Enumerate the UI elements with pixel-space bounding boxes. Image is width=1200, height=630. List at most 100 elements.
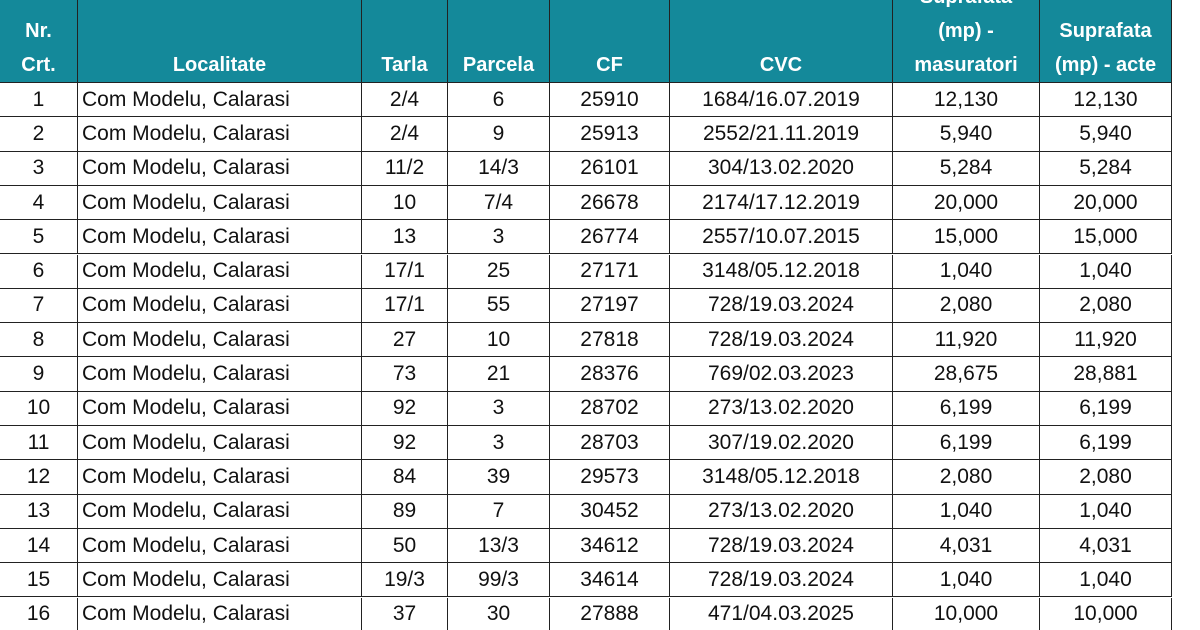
table-cell: 15 bbox=[0, 563, 78, 598]
table-cell: 3148/05.12.2018 bbox=[670, 254, 893, 289]
table-cell: 273/13.02.2020 bbox=[670, 494, 893, 529]
table-cell: Com Modelu, Calarasi bbox=[78, 220, 362, 255]
table-cell: 11,920 bbox=[1040, 323, 1172, 358]
table-cell: Com Modelu, Calarasi bbox=[78, 391, 362, 426]
table-cell: 20,000 bbox=[893, 185, 1040, 221]
table-cell: 30 bbox=[448, 597, 550, 630]
table-cell: 4 bbox=[0, 185, 78, 221]
table-cell: 7/4 bbox=[448, 185, 550, 221]
table-cell: 10 bbox=[448, 323, 550, 358]
table-cell: 17/1 bbox=[362, 288, 448, 324]
table-cell: 13/3 bbox=[448, 528, 550, 564]
table-cell: 30452 bbox=[550, 494, 670, 529]
table-cell: Com Modelu, Calarasi bbox=[78, 185, 362, 221]
column-header: Nr. Crt. bbox=[0, 0, 78, 83]
table-cell: 27171 bbox=[550, 254, 670, 289]
table-cell: 14/3 bbox=[448, 151, 550, 186]
table-cell: 728/19.03.2024 bbox=[670, 563, 893, 598]
table-cell: 6 bbox=[0, 254, 78, 289]
table-cell: 10 bbox=[0, 391, 78, 426]
table-cell: 5,940 bbox=[1040, 117, 1172, 152]
table-cell: 1,040 bbox=[1040, 254, 1172, 289]
table-cell: 20,000 bbox=[1040, 185, 1172, 221]
table-cell: Com Modelu, Calarasi bbox=[78, 83, 362, 118]
table-cell: Com Modelu, Calarasi bbox=[78, 597, 362, 630]
table-cell: 5,940 bbox=[893, 117, 1040, 152]
table-cell: 10,000 bbox=[1040, 597, 1172, 630]
table-cell: 50 bbox=[362, 528, 448, 564]
table-cell: 89 bbox=[362, 494, 448, 529]
table-cell: 728/19.03.2024 bbox=[670, 288, 893, 324]
table-cell: 3 bbox=[448, 426, 550, 461]
table-cell: 92 bbox=[362, 391, 448, 426]
table-cell: 28702 bbox=[550, 391, 670, 426]
table-cell: 15,000 bbox=[1040, 220, 1172, 255]
table-cell: 6,199 bbox=[893, 391, 1040, 426]
column-header: Suprafata (mp) - acte bbox=[1040, 0, 1172, 83]
table-cell: 9 bbox=[448, 117, 550, 152]
table-cell: 55 bbox=[448, 288, 550, 324]
table-cell: 11,920 bbox=[893, 323, 1040, 358]
table-cell: 7 bbox=[448, 494, 550, 529]
table-cell: 471/04.03.2025 bbox=[670, 597, 893, 630]
table-cell: Com Modelu, Calarasi bbox=[78, 254, 362, 289]
table-cell: 2/4 bbox=[362, 83, 448, 118]
table-cell: 2174/17.12.2019 bbox=[670, 185, 893, 221]
table-cell: 27197 bbox=[550, 288, 670, 324]
table-cell: 84 bbox=[362, 460, 448, 495]
table-cell: 13 bbox=[0, 494, 78, 529]
table-cell: 2,080 bbox=[893, 460, 1040, 495]
table-cell: 17/1 bbox=[362, 254, 448, 289]
table-cell: 10,000 bbox=[893, 597, 1040, 630]
table-cell: 3 bbox=[448, 391, 550, 426]
table-cell: Com Modelu, Calarasi bbox=[78, 288, 362, 324]
table-cell: 21 bbox=[448, 357, 550, 392]
table-cell: 13 bbox=[362, 220, 448, 255]
table-cell: 25910 bbox=[550, 83, 670, 118]
table-cell: 37 bbox=[362, 597, 448, 630]
table-cell: 14 bbox=[0, 528, 78, 564]
table-cell: 2/4 bbox=[362, 117, 448, 152]
table-cell: 39 bbox=[448, 460, 550, 495]
table-cell: 273/13.02.2020 bbox=[670, 391, 893, 426]
table-cell: Com Modelu, Calarasi bbox=[78, 151, 362, 186]
table-cell: 27888 bbox=[550, 597, 670, 630]
column-header: Localitate bbox=[78, 0, 362, 83]
table-cell: 7 bbox=[0, 288, 78, 324]
table-cell: Com Modelu, Calarasi bbox=[78, 494, 362, 529]
column-header: Parcela bbox=[448, 0, 550, 83]
table-cell: 4,031 bbox=[893, 528, 1040, 564]
table-cell: 9 bbox=[0, 357, 78, 392]
table-cell: 1,040 bbox=[1040, 563, 1172, 598]
table-cell: 2,080 bbox=[1040, 288, 1172, 324]
table-cell: 769/02.03.2023 bbox=[670, 357, 893, 392]
table-cell: 15,000 bbox=[893, 220, 1040, 255]
table-cell: 26101 bbox=[550, 151, 670, 186]
table-cell: 34614 bbox=[550, 563, 670, 598]
table-cell: 19/3 bbox=[362, 563, 448, 598]
table-cell: 12 bbox=[0, 460, 78, 495]
table-cell: 307/19.02.2020 bbox=[670, 426, 893, 461]
table-cell: 6,199 bbox=[1040, 391, 1172, 426]
table-cell: 728/19.03.2024 bbox=[670, 323, 893, 358]
table-cell: 5 bbox=[0, 220, 78, 255]
column-header: Suprafata (mp) - masuratori bbox=[893, 0, 1040, 83]
table-cell: 2557/10.07.2015 bbox=[670, 220, 893, 255]
table-cell: Com Modelu, Calarasi bbox=[78, 426, 362, 461]
table-cell: 11 bbox=[0, 426, 78, 461]
table-cell: 12,130 bbox=[893, 83, 1040, 118]
table-cell: 728/19.03.2024 bbox=[670, 528, 893, 564]
table-cell: 92 bbox=[362, 426, 448, 461]
table-cell: 4,031 bbox=[1040, 528, 1172, 564]
table-cell: 2 bbox=[0, 117, 78, 152]
table-cell: 27818 bbox=[550, 323, 670, 358]
table-cell: 26678 bbox=[550, 185, 670, 221]
table-cell: 28,675 bbox=[893, 357, 1040, 392]
table-cell: Com Modelu, Calarasi bbox=[78, 117, 362, 152]
table-cell: Com Modelu, Calarasi bbox=[78, 323, 362, 358]
table-cell: 25913 bbox=[550, 117, 670, 152]
table-cell: 304/13.02.2020 bbox=[670, 151, 893, 186]
table-cell: 1,040 bbox=[1040, 494, 1172, 529]
column-header: CVC bbox=[670, 0, 893, 83]
table-cell: 1,040 bbox=[893, 494, 1040, 529]
